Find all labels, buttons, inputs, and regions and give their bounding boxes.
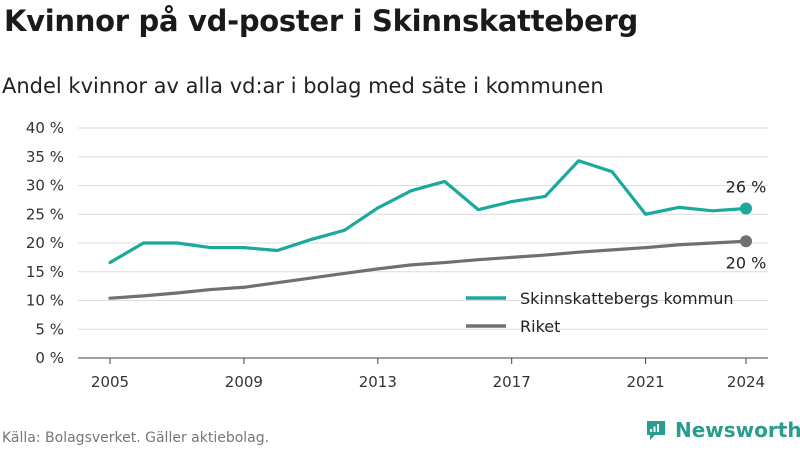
brand-logo: Newsworthy [644, 418, 800, 442]
legend-label: Skinnskattebergs kommun [520, 289, 733, 308]
x-tick-label: 2013 [359, 373, 397, 391]
y-tick-label: 40 % [26, 119, 64, 137]
series-end-marker [740, 235, 752, 248]
series-end-marker [740, 202, 752, 215]
y-tick-label: 25 % [26, 205, 64, 223]
y-tick-label: 0 % [35, 349, 64, 367]
source-note: Källa: Bolagsverket. Gäller aktiebolag. [2, 430, 270, 446]
series-end-label: 26 % [726, 178, 767, 197]
series-end-label: 20 % [726, 253, 767, 272]
x-tick-label: 2017 [493, 373, 531, 391]
y-tick-label: 5 % [35, 320, 64, 338]
chart-title: Kvinnor på vd-poster i Skinnskatteberg [4, 4, 638, 38]
x-tick-label: 2021 [626, 373, 664, 391]
x-tick-label: 2024 [727, 373, 765, 391]
y-tick-label: 30 % [26, 177, 64, 195]
y-tick-label: 15 % [26, 263, 64, 281]
brand-name: Newsworthy [675, 418, 800, 442]
newsworthy-logo-icon [647, 421, 665, 440]
x-tick-label: 2005 [91, 373, 129, 391]
y-tick-label: 10 % [26, 292, 64, 310]
y-tick-label: 35 % [26, 148, 64, 166]
chart-subtitle: Andel kvinnor av alla vd:ar i bolag med … [2, 74, 604, 98]
series-line [108, 239, 748, 300]
legend-label: Riket [520, 317, 560, 336]
series-line [108, 159, 748, 265]
y-tick-label: 20 % [26, 234, 64, 252]
x-tick-label: 2009 [225, 373, 263, 391]
